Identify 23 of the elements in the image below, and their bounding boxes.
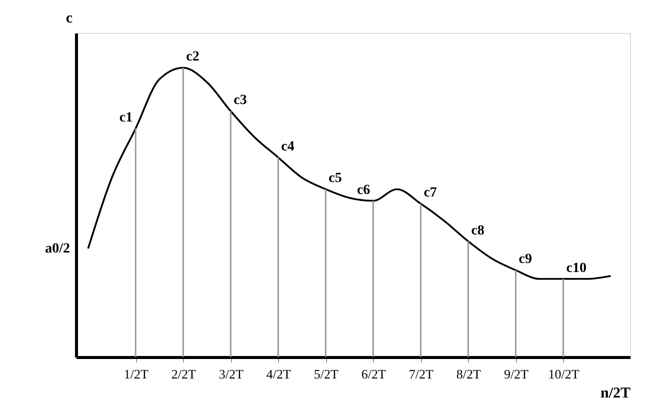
annotation: c1: [119, 110, 133, 126]
x-tick-label: 5/2T: [314, 366, 339, 382]
annotation: c9: [518, 252, 532, 268]
annotation: c2: [186, 50, 200, 65]
x-tick-label: 1/2T: [124, 366, 148, 382]
annotation: c10: [566, 260, 586, 276]
annotation: c3: [234, 93, 247, 108]
x-axis-title: n/2T: [600, 386, 630, 402]
annotation: c8: [471, 223, 484, 238]
y-axis-title: c: [66, 10, 73, 26]
x-tick-label: 3/2T: [218, 366, 244, 382]
annotation: c4: [281, 139, 294, 154]
text: a0/2: [45, 242, 70, 257]
x-tick-label: 4/2T: [266, 366, 291, 382]
x-tick-label: 6/2T: [361, 366, 386, 382]
annotation: c6: [356, 182, 370, 198]
x-tick-label: 7/2T: [408, 366, 434, 382]
x-tick-label: 8/2T: [456, 366, 482, 382]
x-tick-label: 10/2T: [548, 366, 580, 382]
x-tick-label: 2/2T: [171, 366, 196, 382]
x-tick-label: 9/2T: [504, 366, 529, 382]
annotation: c7: [424, 186, 437, 201]
annotation: c5: [328, 171, 342, 186]
